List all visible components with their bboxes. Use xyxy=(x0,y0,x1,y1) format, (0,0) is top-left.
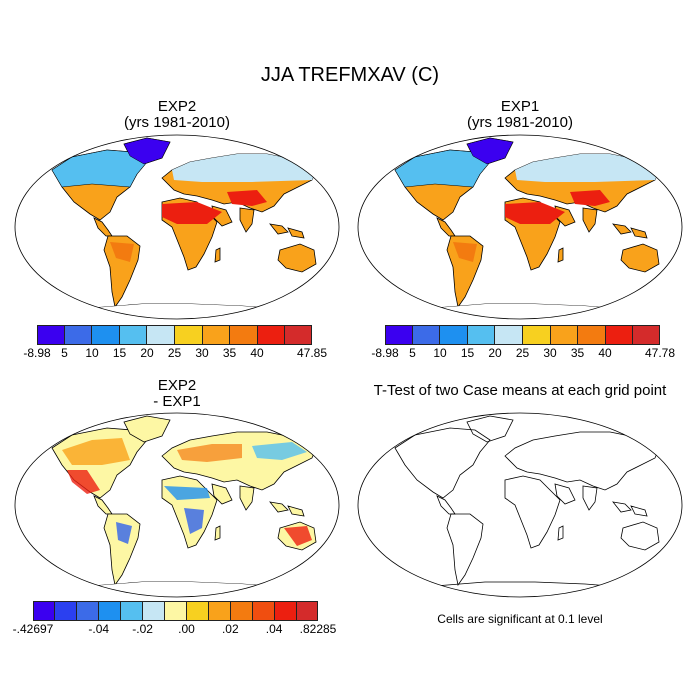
panel-title-diff: EXP2 xyxy=(157,377,197,394)
colorbar-swatch xyxy=(385,325,413,345)
map-difference-svg xyxy=(14,412,340,598)
colorbar-swatch xyxy=(55,601,77,621)
colorbar-tick-label: 40 xyxy=(250,346,264,360)
colorbar-swatch xyxy=(412,325,441,345)
colorbar-tick-label: 40 xyxy=(598,346,612,360)
colorbar-tick-label: .02 xyxy=(221,622,239,636)
colorbar-swatch xyxy=(633,325,660,345)
map-exp1 xyxy=(355,132,685,322)
colorbar-tick-label: 30 xyxy=(543,346,557,360)
colorbar-swatch xyxy=(297,601,318,621)
colorbar-tick-label: 5 xyxy=(61,346,68,360)
figure-title: JJA TREFMXAV (C) xyxy=(260,64,440,86)
colorbar-tick-label: 25 xyxy=(167,346,182,360)
colorbar-swatch xyxy=(119,325,148,345)
colorbar-tick-label: 47.78 xyxy=(644,346,676,360)
map-ttest-svg xyxy=(357,412,683,598)
colorbar-tick-label: 35 xyxy=(222,346,237,360)
colorbar-swatch xyxy=(467,325,496,345)
colorbar-swatch xyxy=(209,601,231,621)
map-exp2-svg xyxy=(14,134,340,320)
colorbar-swatch xyxy=(37,325,65,345)
colorbar-swatch xyxy=(92,325,120,345)
colorbar-swatch xyxy=(187,601,209,621)
colorbar-swatch xyxy=(231,601,253,621)
colorbar-tick-label: 25 xyxy=(515,346,530,360)
colorbar-swatch xyxy=(33,601,55,621)
colorbar-swatch xyxy=(605,325,634,345)
colorbar-tick-label: -.02 xyxy=(132,622,153,636)
colorbar-swatch xyxy=(64,325,93,345)
colorbar-swatch xyxy=(147,325,175,345)
colorbar-swatch xyxy=(550,325,579,345)
colorbar-tick-label: 47.85 xyxy=(296,346,328,360)
globe-outline xyxy=(14,412,340,598)
colorbar-tick-label: 35 xyxy=(570,346,585,360)
colorbar-tick-label: .82285 xyxy=(299,622,337,636)
panel-subtitle-exp2-years: (yrs 1981-2010) xyxy=(124,114,230,131)
colorbar-swatch xyxy=(121,601,143,621)
colorbar-swatch xyxy=(275,601,297,621)
panel-title-exp1: EXP1 xyxy=(500,98,540,115)
colorbar-tick-label: -8.98 xyxy=(23,346,51,360)
colorbar-swatch xyxy=(165,601,187,621)
colorbar-swatch xyxy=(174,325,203,345)
colorbar-exp1 xyxy=(385,325,660,345)
map-exp2 xyxy=(12,132,342,322)
colorbar-tick-label: -.42697 xyxy=(12,622,54,636)
colorbar-tick-label: 15 xyxy=(112,346,127,360)
globe-outline xyxy=(14,134,340,320)
globe-outline xyxy=(357,412,683,598)
colorbar-tick-label: 20 xyxy=(140,346,154,360)
colorbar-swatch xyxy=(77,601,99,621)
panel-title-ttest: T-Test of two Case means at each grid po… xyxy=(373,382,667,399)
globe-outline xyxy=(357,134,683,320)
colorbar-swatch xyxy=(99,601,121,621)
colorbar-swatch xyxy=(143,601,165,621)
colorbar-swatch xyxy=(253,601,275,621)
colorbar-tick-label: -.04 xyxy=(88,622,110,636)
colorbar-tick-label: 15 xyxy=(460,346,475,360)
colorbar-swatch xyxy=(522,325,551,345)
map-ttest xyxy=(355,410,685,600)
map-difference xyxy=(12,410,342,600)
colorbar-swatch xyxy=(440,325,468,345)
colorbar-tick-label: -8.98 xyxy=(371,346,399,360)
colorbar-swatch xyxy=(578,325,606,345)
map-exp1-svg xyxy=(357,134,683,320)
panel-subtitle-exp1-years: (yrs 1981-2010) xyxy=(467,114,573,131)
significance-note: Cells are significant at 0.1 level xyxy=(437,612,603,626)
colorbar-tick-label: .00 xyxy=(178,622,195,636)
colorbar-tick-label: 10 xyxy=(85,346,99,360)
colorbar-tick-label: .04 xyxy=(265,622,283,636)
colorbar-tick-label: 5 xyxy=(409,346,416,360)
colorbar-swatch xyxy=(230,325,258,345)
colorbar-exp2 xyxy=(37,325,312,345)
panel-title-exp2: EXP2 xyxy=(157,98,197,115)
panel-subtitle-diff: - EXP1 xyxy=(153,393,201,410)
colorbar-difference xyxy=(33,601,318,621)
colorbar-tick-label: 10 xyxy=(433,346,447,360)
colorbar-swatch xyxy=(202,325,231,345)
colorbar-swatch xyxy=(257,325,286,345)
colorbar-tick-label: 30 xyxy=(195,346,209,360)
colorbar-swatch xyxy=(495,325,523,345)
colorbar-tick-label: 20 xyxy=(488,346,502,360)
colorbar-swatch xyxy=(285,325,312,345)
